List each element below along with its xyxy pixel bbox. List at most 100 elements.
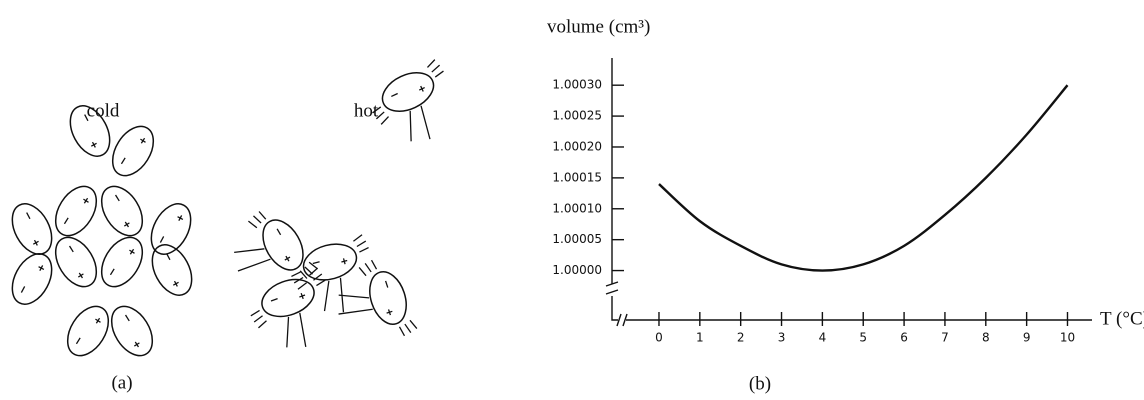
molecule [338,259,418,337]
y-tick-label: 1.00025 [552,109,602,123]
molecule-outline [11,203,53,255]
molecule [69,105,111,157]
charge-minus [384,280,389,288]
charge-plus [386,309,393,316]
x-tick-label: 9 [1023,331,1031,345]
charge-minus [114,194,120,202]
molecule [250,267,326,348]
molecule-outline [151,244,193,296]
molecule [100,236,144,288]
molecule [11,203,53,255]
molecule-diagram [11,59,444,357]
molecule-outline [150,203,192,255]
charge-plus [299,292,306,300]
molecule-outline [262,219,304,271]
charge-plus [95,317,101,324]
charge-minus [84,114,89,122]
molecule [54,185,98,237]
hot-label: hot [354,100,379,121]
molecule [110,305,154,357]
x-tick-label: 10 [1060,331,1075,345]
molecule-outline [111,125,155,177]
charge-plus [140,137,146,144]
molecule-outline [11,253,53,305]
charge-plus [418,85,425,92]
charge-minus [159,236,165,243]
y-tick-label: 1.00030 [552,78,602,92]
charge-plus [172,280,179,287]
molecule-outline [54,185,98,237]
motion-lines [234,211,318,279]
motion-lines [338,259,418,337]
charge-minus [26,212,31,220]
x-tick-label: 4 [819,331,827,345]
molecule-outline [110,305,154,357]
molecule-outline [66,305,110,357]
y-tick-label: 1.00020 [552,139,602,153]
charge-minus [63,217,69,225]
cold-label: cold [87,100,120,121]
data-line [658,84,1069,272]
molecule [234,211,318,279]
molecule-outline [69,105,111,157]
y-axis-label: volume (cm³) [547,16,650,37]
x-tick-label: 1 [696,331,704,345]
charge-plus [90,141,97,148]
y-tick-label: 1.00010 [552,201,602,215]
charge-minus [68,245,74,253]
charge-plus [77,272,84,279]
x-tick-label: 5 [859,331,867,345]
molecule-outline [381,72,435,112]
y-axis-break [605,281,619,295]
y-tick-label: 1.00015 [552,170,602,184]
molecule [11,253,53,305]
charge-minus [124,314,130,322]
molecule-outline [100,236,144,288]
x-tick-label: 3 [778,331,786,345]
x-axis-break [616,313,628,327]
caption-a: (a) [111,372,132,393]
charge-minus [312,261,320,265]
y-tick-label: 1.00000 [552,263,602,277]
molecule-outline [100,185,144,237]
charge-minus [120,157,126,165]
x-tick-label: 0 [655,331,663,345]
x-tick-label: 6 [900,331,908,345]
molecule [150,203,192,255]
molecule [372,59,444,142]
charge-minus [109,268,115,276]
charge-plus [284,255,291,262]
charge-plus [83,197,89,204]
charge-plus [133,341,140,348]
molecule-outline [369,271,407,325]
axes [605,58,1092,327]
charge-plus [32,239,39,246]
charge-plus [123,221,130,228]
molecule [100,185,144,237]
charge-minus [20,286,26,293]
charge-plus [341,258,348,265]
x-tick-label: 7 [941,331,949,345]
x-tick-label: 2 [737,331,745,345]
caption-b: (b) [749,373,771,394]
molecule [66,305,110,357]
charge-plus [38,265,45,272]
motion-lines [372,59,444,142]
charge-plus [129,248,135,255]
molecule [151,244,193,296]
charge-plus [177,215,184,222]
charge-minus [391,92,398,98]
molecule [111,125,155,177]
charge-minus [166,253,171,261]
y-tick-label: 1.00005 [552,232,602,246]
charge-minus [75,337,81,345]
molecule-outline [261,278,315,318]
molecule [54,236,98,288]
molecule-outline [302,243,358,281]
charge-minus [270,297,278,302]
x-tick-label: 8 [982,331,990,345]
y-axis-lower [611,296,618,321]
molecule-outline [54,236,98,288]
x-axis-label: T (°C) [1100,308,1144,329]
